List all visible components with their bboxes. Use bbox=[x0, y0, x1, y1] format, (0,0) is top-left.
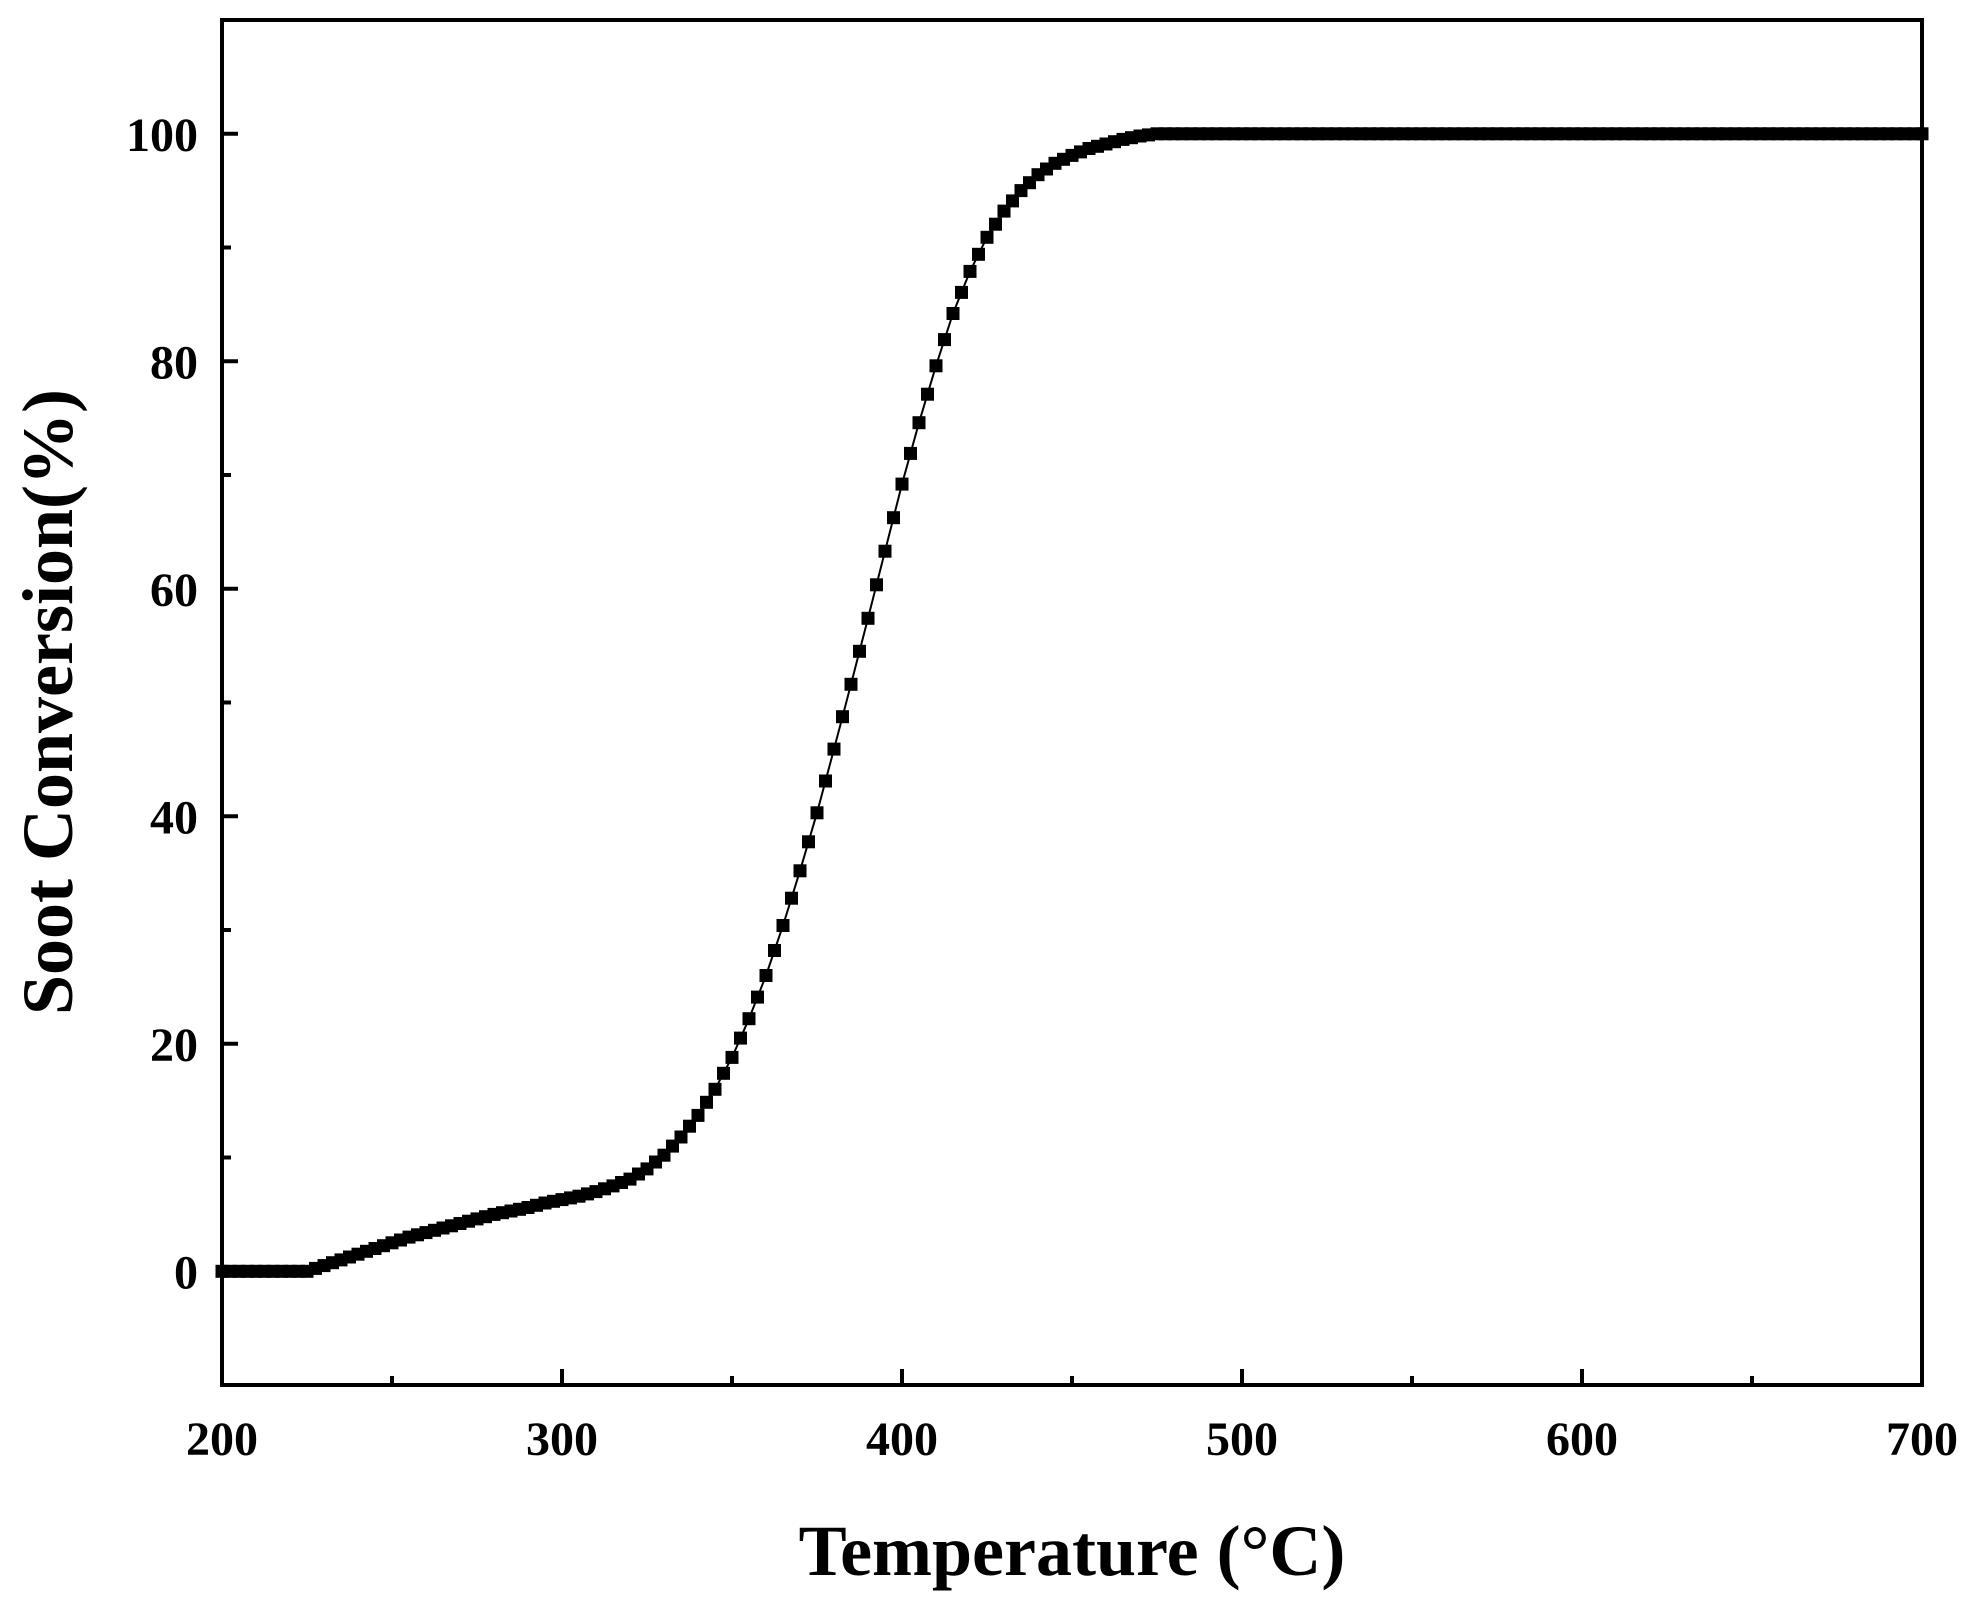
data-point bbox=[989, 217, 1002, 231]
data-point bbox=[819, 774, 832, 788]
data-point bbox=[980, 230, 994, 244]
data-point bbox=[802, 835, 815, 849]
x-tick-label: 700 bbox=[1886, 1413, 1958, 1466]
data-point bbox=[776, 919, 790, 932]
data-point bbox=[870, 578, 883, 592]
x-tick-label: 400 bbox=[866, 1413, 938, 1466]
data-point bbox=[734, 1031, 747, 1045]
data-point bbox=[674, 1130, 688, 1144]
y-tick-label: 0 bbox=[174, 1246, 198, 1299]
y-axis: 0 20 40 60 80 100 bbox=[126, 18, 238, 1387]
data-point bbox=[878, 544, 892, 558]
x-tick-label: 200 bbox=[186, 1413, 258, 1466]
data-point bbox=[810, 806, 824, 820]
data-point bbox=[844, 677, 858, 691]
data-point bbox=[946, 307, 960, 320]
data-point bbox=[683, 1119, 696, 1133]
data-point bbox=[887, 511, 900, 525]
series-line bbox=[222, 132, 1922, 1273]
data-point bbox=[725, 1050, 739, 1064]
data-point bbox=[691, 1108, 705, 1122]
data-point bbox=[708, 1082, 722, 1096]
y-tick-label: 100 bbox=[126, 109, 198, 162]
data-point bbox=[742, 1012, 756, 1026]
x-axis-title: Temperature (°C) bbox=[799, 1511, 1346, 1591]
data-point bbox=[768, 944, 781, 957]
data-point bbox=[827, 742, 841, 756]
x-tick-label: 300 bbox=[526, 1413, 598, 1466]
data-point bbox=[700, 1095, 713, 1109]
data-point bbox=[904, 446, 917, 460]
data-point bbox=[717, 1066, 730, 1080]
data-point bbox=[759, 969, 773, 982]
data-point bbox=[963, 264, 977, 278]
data-point bbox=[972, 247, 985, 261]
y-tick-label: 80 bbox=[150, 336, 198, 389]
series-layer bbox=[215, 127, 1929, 1278]
x-axis: 200 300 400 500 600 700 bbox=[186, 1369, 1958, 1466]
data-point bbox=[895, 477, 909, 491]
data-point bbox=[785, 891, 798, 905]
data-point bbox=[853, 644, 866, 658]
y-tick-label: 60 bbox=[150, 564, 198, 617]
data-point bbox=[1915, 127, 1929, 141]
data-point bbox=[912, 416, 926, 430]
y-axis-title: Soot Conversion(%) bbox=[8, 389, 88, 1015]
y-tick-label: 20 bbox=[150, 1019, 198, 1072]
data-point bbox=[921, 387, 934, 401]
data-point bbox=[751, 990, 764, 1004]
data-point bbox=[938, 333, 951, 347]
data-point bbox=[1006, 194, 1019, 208]
plot-frame bbox=[220, 18, 1924, 1387]
data-point bbox=[861, 611, 875, 625]
data-point bbox=[836, 710, 849, 724]
data-point bbox=[929, 359, 943, 373]
data-point bbox=[955, 285, 968, 299]
x-tick-label: 500 bbox=[1206, 1413, 1278, 1466]
y-tick-label: 40 bbox=[150, 791, 198, 844]
data-point bbox=[793, 864, 807, 878]
data-point bbox=[997, 204, 1011, 218]
x-tick-label: 600 bbox=[1546, 1413, 1618, 1466]
